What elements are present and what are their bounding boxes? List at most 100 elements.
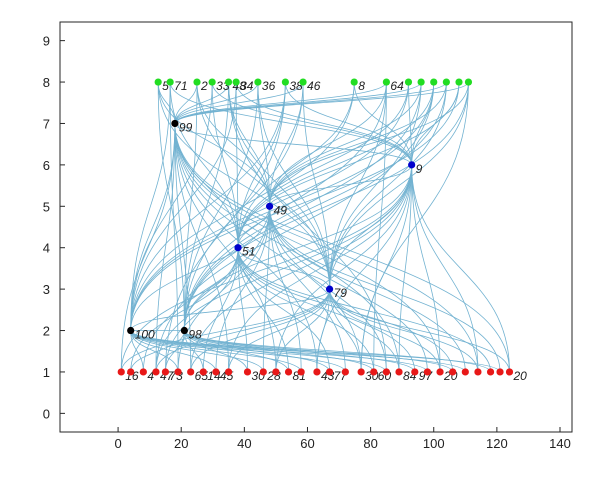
node bbox=[411, 368, 419, 376]
edge bbox=[174, 123, 362, 372]
edge bbox=[190, 289, 330, 372]
y-tick-label: 2 bbox=[43, 324, 50, 339]
node bbox=[408, 161, 416, 169]
edge bbox=[269, 206, 302, 372]
edge bbox=[237, 247, 330, 290]
node bbox=[442, 78, 450, 86]
node bbox=[232, 78, 240, 86]
edge bbox=[411, 164, 510, 372]
node-label: 100 bbox=[135, 328, 155, 342]
node bbox=[382, 368, 390, 376]
edge bbox=[183, 82, 229, 331]
edge bbox=[120, 123, 176, 372]
node-label: 8 bbox=[358, 79, 365, 93]
edge bbox=[211, 82, 239, 248]
node bbox=[486, 368, 495, 376]
edge bbox=[130, 330, 185, 372]
edge bbox=[174, 123, 318, 372]
node-label: 34 bbox=[240, 79, 254, 93]
x-tick-label: 120 bbox=[486, 436, 508, 451]
node-label: 64 bbox=[390, 79, 404, 93]
x-tick-label: 140 bbox=[549, 436, 571, 451]
edge bbox=[269, 82, 387, 207]
edge bbox=[183, 82, 447, 331]
edge bbox=[411, 164, 479, 372]
node bbox=[436, 368, 444, 376]
edge bbox=[183, 82, 259, 331]
node bbox=[208, 78, 216, 86]
edge bbox=[228, 164, 413, 372]
edge bbox=[398, 164, 413, 372]
edge bbox=[174, 81, 259, 124]
node bbox=[224, 368, 233, 376]
node bbox=[281, 78, 289, 86]
node bbox=[461, 368, 469, 376]
edge bbox=[269, 206, 501, 372]
node bbox=[299, 78, 307, 86]
edge bbox=[237, 247, 289, 372]
node-label: 9 bbox=[416, 162, 423, 176]
node bbox=[161, 368, 170, 376]
edge bbox=[174, 123, 400, 372]
node bbox=[395, 368, 403, 376]
edge bbox=[228, 289, 330, 372]
node bbox=[455, 78, 463, 86]
node-label: 20 bbox=[512, 369, 527, 383]
node bbox=[370, 368, 378, 376]
node bbox=[297, 368, 305, 376]
edge bbox=[174, 81, 469, 124]
edge bbox=[130, 82, 171, 331]
edge bbox=[237, 247, 491, 372]
edge bbox=[183, 330, 248, 372]
edge bbox=[275, 289, 330, 372]
edge bbox=[130, 330, 179, 372]
edge bbox=[157, 82, 330, 290]
edge bbox=[120, 164, 413, 372]
edge bbox=[228, 82, 387, 372]
edge bbox=[329, 289, 362, 372]
node-label: 79 bbox=[334, 286, 348, 300]
node-label: 71 bbox=[174, 79, 187, 93]
edges bbox=[120, 81, 510, 373]
edge bbox=[269, 82, 447, 207]
edge bbox=[120, 289, 330, 372]
edge bbox=[183, 82, 198, 331]
edge bbox=[177, 206, 270, 372]
edge bbox=[130, 82, 460, 331]
axes-box bbox=[59, 21, 573, 433]
y-tick-label: 8 bbox=[43, 75, 50, 90]
edge bbox=[174, 123, 229, 372]
edge bbox=[329, 289, 479, 372]
edge bbox=[174, 123, 441, 372]
node bbox=[496, 368, 504, 376]
edge bbox=[411, 164, 441, 372]
edge bbox=[237, 247, 330, 372]
node bbox=[325, 285, 334, 293]
node bbox=[325, 368, 334, 376]
node bbox=[152, 368, 160, 376]
edge bbox=[235, 82, 413, 165]
node-label: 51 bbox=[242, 245, 255, 259]
edge bbox=[257, 82, 330, 290]
node bbox=[254, 78, 262, 86]
node bbox=[199, 368, 207, 376]
node-label: 46 bbox=[307, 79, 321, 93]
edge bbox=[183, 330, 330, 373]
edge bbox=[329, 82, 387, 290]
edge bbox=[174, 81, 304, 124]
edge bbox=[130, 330, 144, 372]
edge bbox=[269, 206, 428, 372]
edge bbox=[269, 82, 422, 207]
node-label: 98 bbox=[188, 328, 202, 342]
node bbox=[382, 78, 390, 86]
y-tick-label: 5 bbox=[43, 199, 50, 214]
node-label: 49 bbox=[274, 203, 288, 217]
edge bbox=[237, 82, 409, 248]
node bbox=[193, 78, 201, 86]
edge bbox=[237, 82, 435, 248]
edge bbox=[235, 82, 239, 248]
x-tick-label: 20 bbox=[174, 436, 188, 451]
edge bbox=[329, 289, 441, 372]
node bbox=[234, 244, 242, 252]
edge bbox=[142, 206, 270, 372]
